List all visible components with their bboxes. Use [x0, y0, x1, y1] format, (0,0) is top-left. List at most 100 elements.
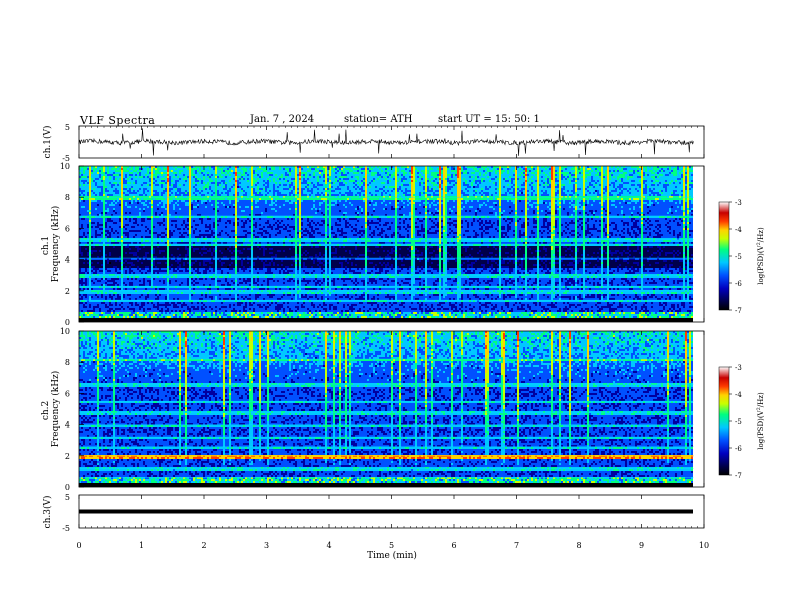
spectrogram-cell: [97, 184, 99, 186]
spectrogram-cell: [109, 228, 111, 230]
spectrogram-cell: [153, 288, 155, 290]
spectrogram-cell: [157, 200, 159, 202]
spectrogram-cell: [149, 190, 151, 192]
spectrogram-cell: [175, 276, 177, 278]
spectrogram-cell: [161, 278, 163, 280]
spectrogram-cell: [121, 278, 123, 280]
spectrogram-cell: [181, 308, 183, 310]
spectrogram-cell: [107, 170, 109, 172]
spectrogram-cell: [181, 284, 183, 286]
spectrogram-cell: [187, 312, 189, 314]
spectrogram-cell: [89, 204, 91, 206]
spectrogram-cell: [183, 266, 185, 268]
spectrogram-cell: [159, 312, 161, 314]
spectrogram-cell: [165, 178, 167, 180]
spectrogram-cell: [95, 310, 97, 312]
spectrogram-cell: [157, 188, 159, 190]
spectrogram-cell: [169, 188, 171, 190]
spectrogram-cell: [133, 190, 135, 192]
spectrogram-cell: [151, 292, 153, 294]
spectrogram-cell: [147, 312, 149, 314]
spectrogram-cell: [171, 174, 173, 176]
spectrogram-cell: [93, 304, 95, 306]
spectrogram-cell: [177, 312, 179, 314]
spectrogram-cell: [181, 298, 183, 300]
spectrogram-cell: [179, 256, 181, 258]
spectrogram-cell: [163, 268, 165, 270]
spectrogram-cell: [83, 252, 85, 254]
spectrogram-cell: [161, 210, 163, 212]
spectrogram-cell: [187, 302, 189, 304]
spectrogram-cell: [91, 180, 93, 182]
spectrogram-cell: [125, 292, 127, 294]
spectrogram-cell: [87, 260, 89, 262]
spectrogram-cell: [139, 304, 141, 306]
spectrogram-cell: [159, 178, 161, 180]
spectrogram-cell: [157, 190, 159, 192]
spectrogram-cell: [189, 198, 191, 200]
spectrogram-cell: [187, 266, 189, 268]
spectrogram-cell: [99, 194, 101, 196]
spectrogram-cell: [189, 182, 191, 184]
spectrogram-cell: [133, 182, 135, 184]
spectrogram-cell: [155, 318, 157, 320]
spectrogram-cell: [89, 262, 91, 264]
spectrogram-cell: [91, 212, 93, 214]
spectrogram-cell: [175, 184, 177, 186]
spectrogram-cell: [189, 220, 191, 222]
spectrogram-cell: [161, 316, 163, 318]
spectrogram-cell: [135, 266, 137, 268]
spectrogram-cell: [195, 306, 197, 308]
spectrogram-cell: [185, 252, 187, 254]
spectrogram-cell: [193, 180, 195, 182]
spectrogram-cell: [123, 170, 125, 172]
spectrogram-cell: [91, 306, 93, 308]
spectrogram-cell: [197, 266, 199, 268]
spectrogram-cell: [91, 260, 93, 262]
spectrogram-cell: [191, 308, 193, 310]
spectrogram-cell: [181, 182, 183, 184]
spectrogram-cell: [107, 172, 109, 174]
spectrogram-cell: [129, 240, 131, 242]
spectrogram-cell: [137, 234, 139, 236]
spectrogram-cell: [153, 202, 155, 204]
spectrogram-cell: [151, 212, 153, 214]
spectrogram-cell: [89, 194, 91, 196]
spectrogram-cell: [113, 182, 115, 184]
spectrogram-cell: [123, 180, 125, 182]
spectrogram-cell: [81, 250, 83, 252]
spectrogram-cell: [137, 298, 139, 300]
spectrogram-cell: [195, 252, 197, 254]
spectrogram-cell: [93, 216, 95, 218]
spectrogram-cell: [185, 178, 187, 180]
spectrogram-cell: [191, 284, 193, 286]
spectrogram-cell: [95, 246, 97, 248]
spectrogram-cell: [185, 238, 187, 240]
spectrogram-cell: [89, 172, 91, 174]
spectrogram-cell: [135, 176, 137, 178]
spectrogram-cell: [117, 318, 119, 320]
spectrogram-cell: [161, 282, 163, 284]
spectrogram-cell: [173, 312, 175, 314]
spectrogram-cell: [193, 260, 195, 262]
spectrogram-cell: [85, 190, 87, 192]
spectrogram-cell: [83, 230, 85, 232]
spectrogram-cell: [143, 272, 145, 274]
spectrogram-cell: [85, 202, 87, 204]
spectrogram-cell: [191, 220, 193, 222]
spectrogram-cell: [125, 268, 127, 270]
spectrogram-cell: [161, 284, 163, 286]
spectrogram-cell: [103, 316, 105, 318]
spectrogram-cell: [121, 240, 123, 242]
spectrogram-cell: [155, 218, 157, 220]
spectrogram-cell: [107, 276, 109, 278]
spectrogram-cell: [193, 246, 195, 248]
spectrogram-cell: [105, 294, 107, 296]
spectrogram-cell: [145, 206, 147, 208]
spectrogram-cell: [111, 226, 113, 228]
spectrogram-cell: [87, 318, 89, 320]
spectrogram-cell: [87, 308, 89, 310]
spectrogram-cell: [93, 200, 95, 202]
spectrogram-cell: [107, 224, 109, 226]
spectrogram-cell: [135, 236, 137, 238]
